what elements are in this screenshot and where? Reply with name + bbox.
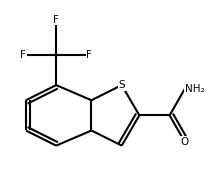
Text: F: F [53,15,59,25]
Text: F: F [86,50,92,60]
Text: S: S [118,80,125,90]
Text: O: O [181,137,189,147]
Text: F: F [20,50,26,60]
Text: NH₂: NH₂ [185,84,204,94]
